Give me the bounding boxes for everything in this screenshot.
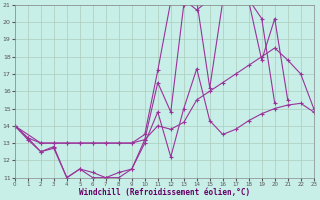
X-axis label: Windchill (Refroidissement éolien,°C): Windchill (Refroidissement éolien,°C) [79,188,250,197]
